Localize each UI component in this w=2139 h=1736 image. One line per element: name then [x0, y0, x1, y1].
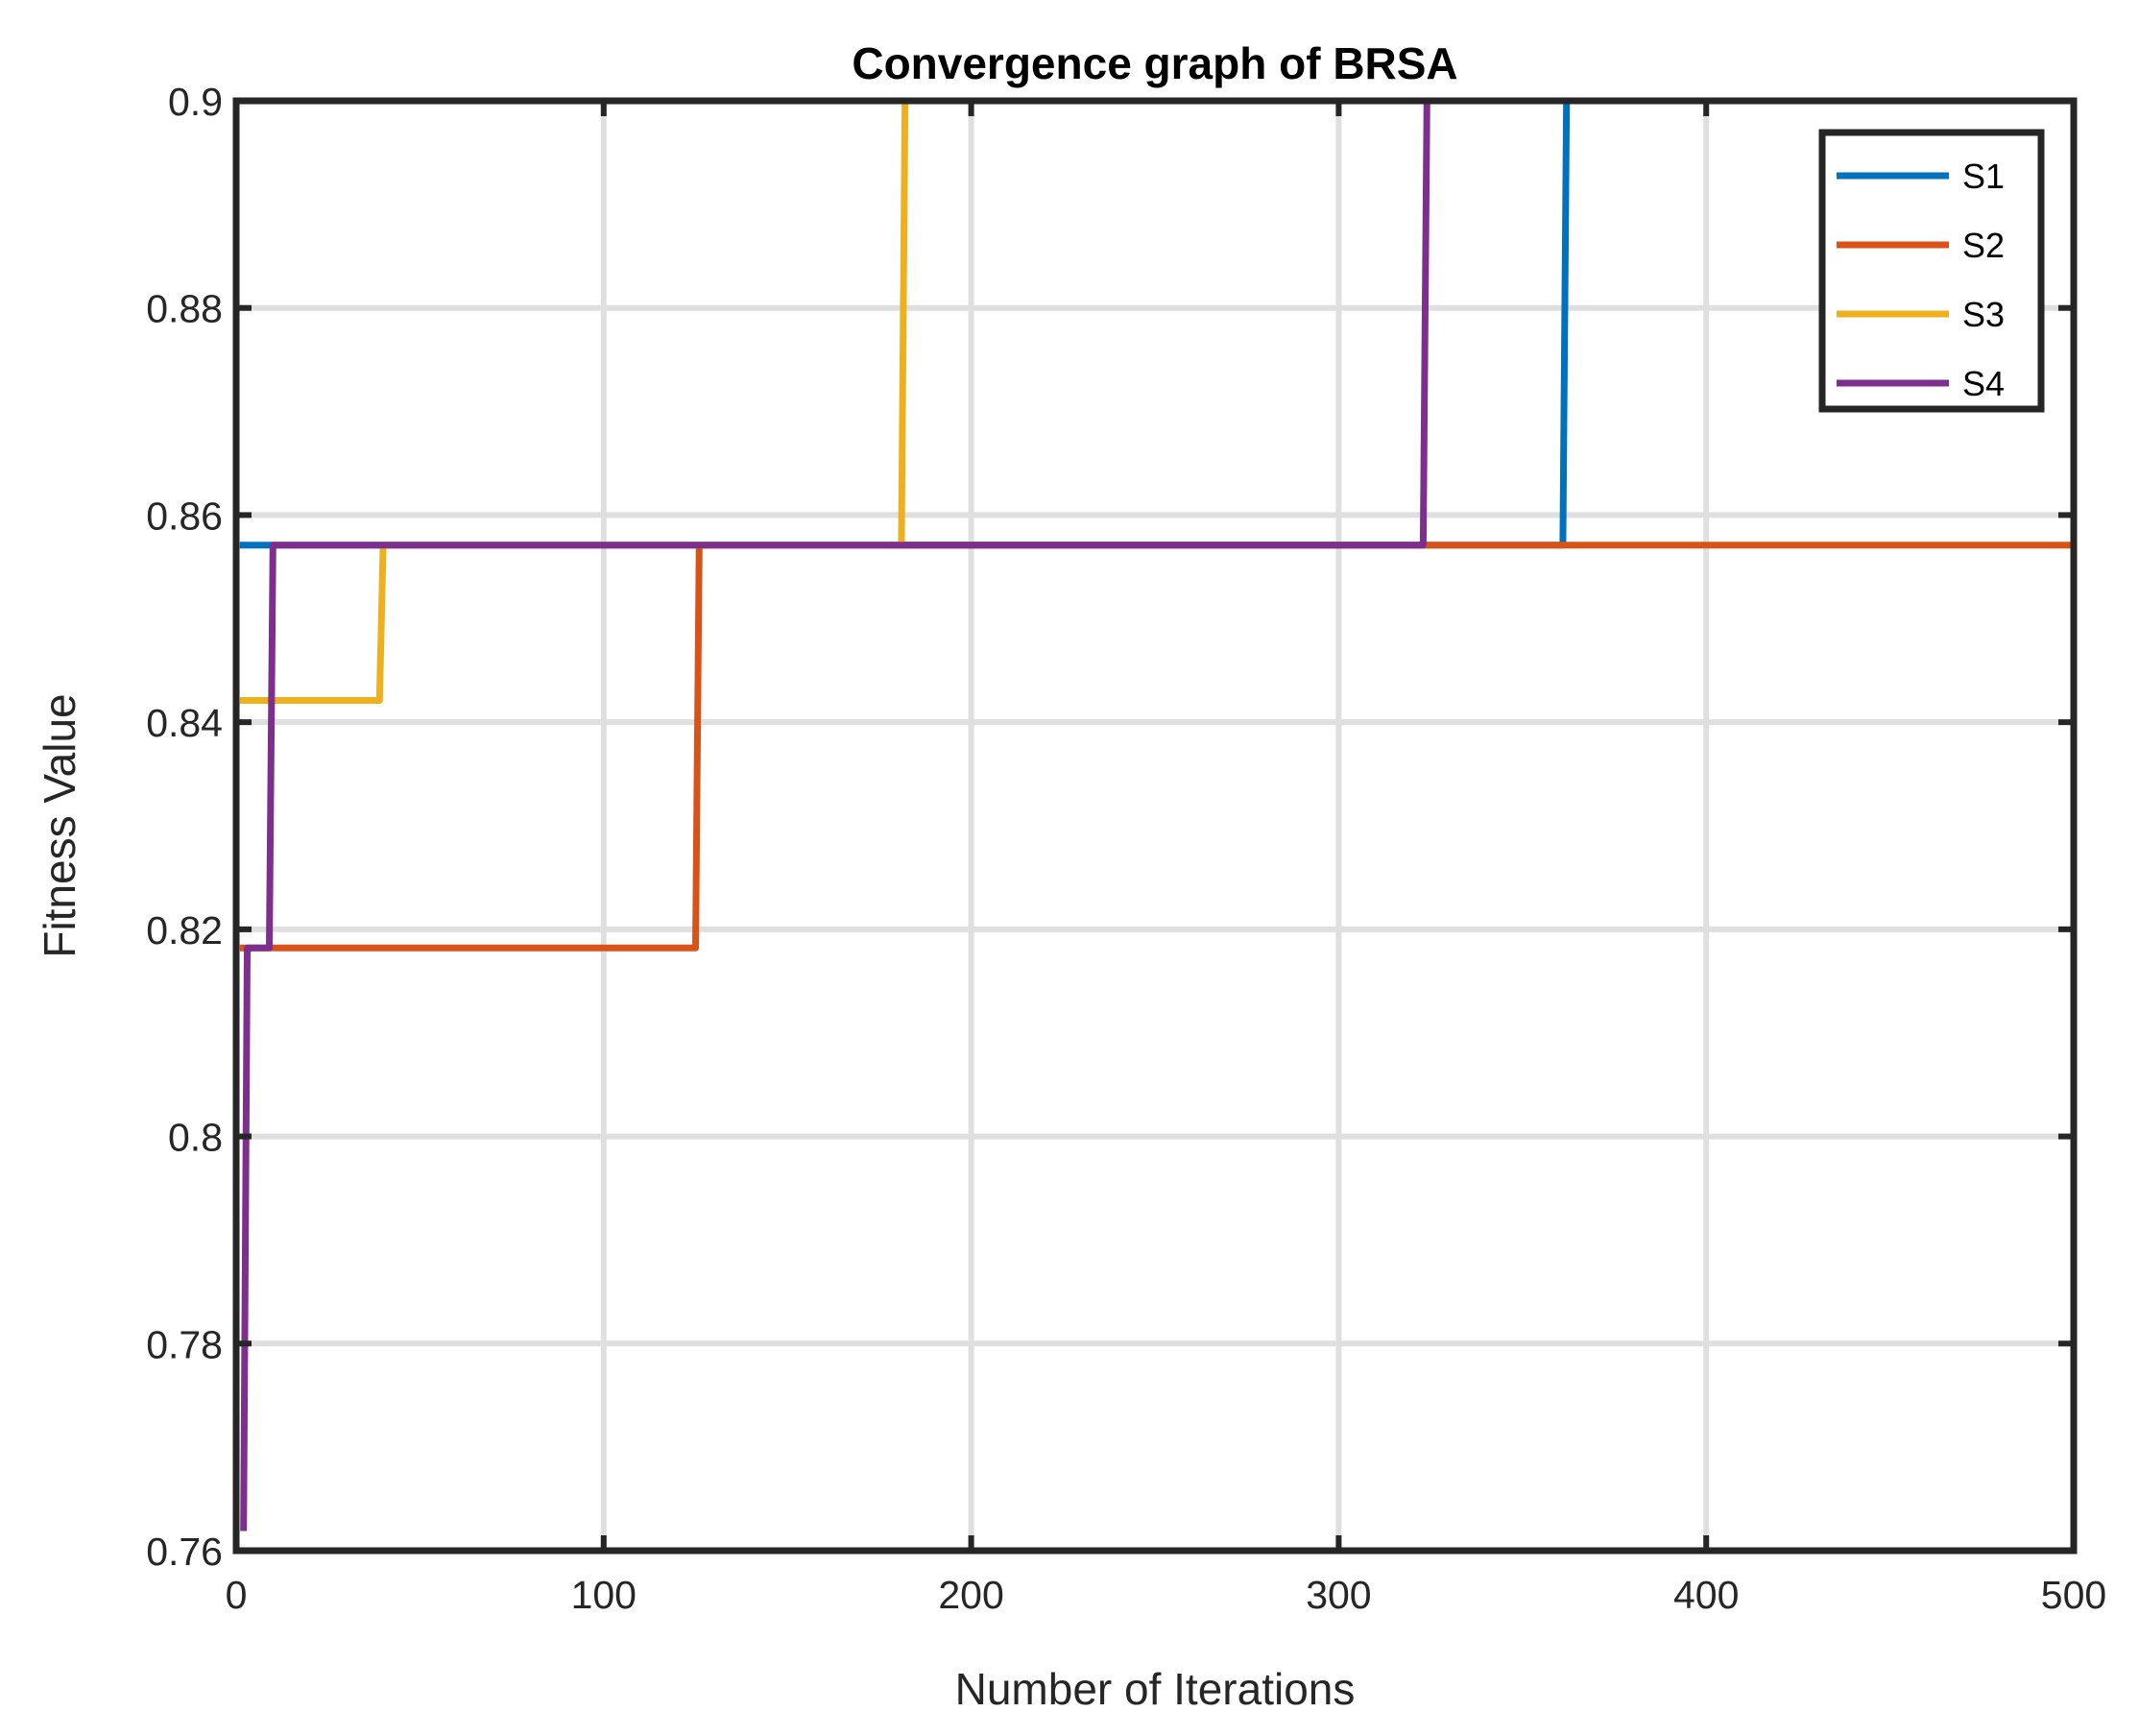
x-tick-label: 200 [938, 1573, 1003, 1617]
legend-label-s1: S1 [1962, 157, 2005, 196]
y-tick-label: 0.88 [146, 287, 223, 331]
plot-area [236, 101, 2074, 1551]
y-tick-label: 0.82 [146, 908, 223, 952]
y-tick-label: 0.84 [146, 701, 223, 745]
chart-title: Convergence graph of BRSA [852, 38, 1457, 88]
axis-ticks: 0 100 200 300 400 500 0.76 0.78 0.8 0.82 0.84 0.86 0… [146, 80, 2106, 1617]
y-tick-label: 0.78 [146, 1322, 223, 1366]
y-axis-label: Fitness Value [35, 693, 84, 957]
legend-label-s3: S3 [1962, 295, 2005, 334]
legend-label-s4: S4 [1962, 364, 2005, 403]
x-axis-label: Number of Iterations [955, 1664, 1356, 1714]
y-tick-label: 0.86 [146, 494, 223, 538]
grid-lines [236, 101, 2074, 1551]
plot-frame [232, 97, 2078, 1555]
x-tick-label: 300 [1306, 1573, 1371, 1617]
x-tick-label: 100 [571, 1573, 637, 1617]
y-tick-label: 0.8 [168, 1116, 223, 1160]
legend: S1 S2 S3 S4 [1818, 129, 2045, 413]
x-tick-label: 400 [1673, 1573, 1739, 1617]
y-tick-label: 0.76 [146, 1530, 223, 1574]
x-tick-label: 0 [226, 1573, 248, 1617]
x-tick-label: 500 [2041, 1573, 2106, 1617]
y-tick-label: 0.9 [168, 80, 223, 124]
legend-label-s2: S2 [1962, 226, 2005, 265]
